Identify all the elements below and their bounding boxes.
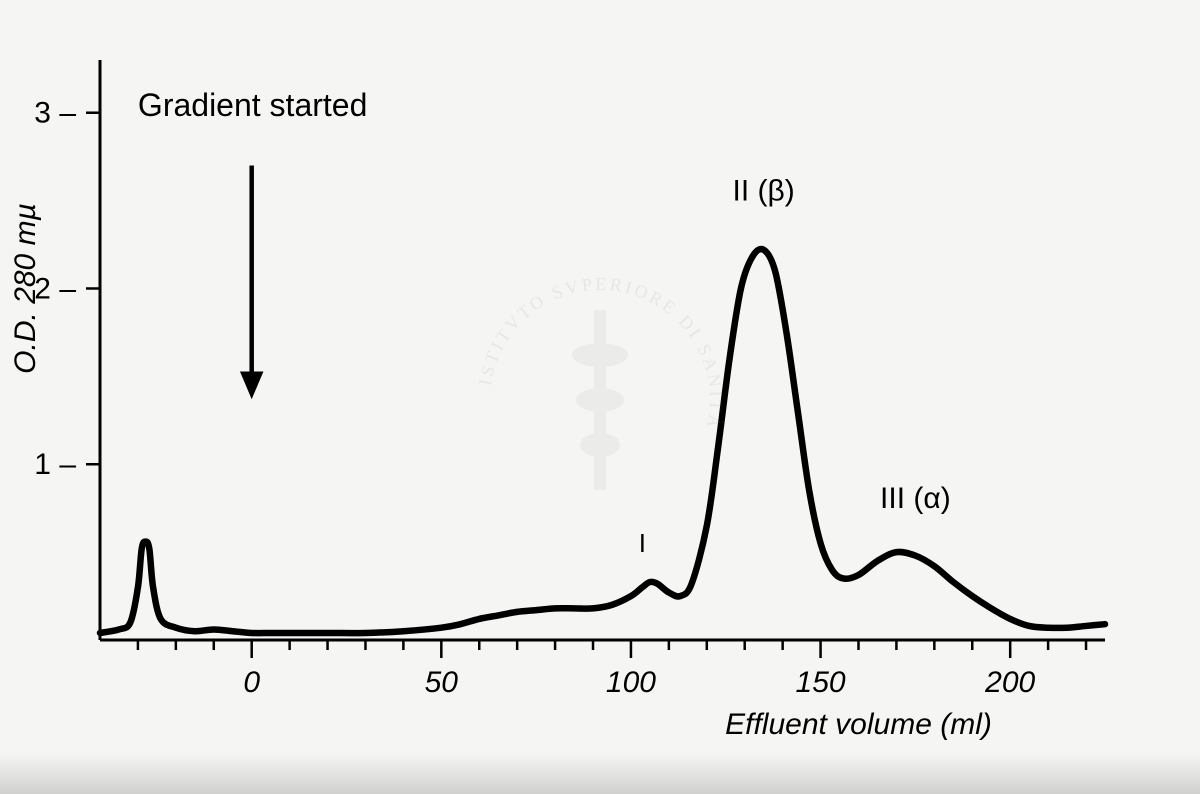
x-tick-label: 0 xyxy=(243,666,260,699)
chromatogram-chart: 1 –2 –3 –O.D. 280 mµ050100150200Effluent… xyxy=(0,0,1200,794)
y-axis-label: O.D. 280 mµ xyxy=(9,203,42,374)
x-tick-label: 50 xyxy=(425,666,459,699)
gradient-arrow-head xyxy=(241,372,263,398)
gradient-started-label: Gradient started xyxy=(138,87,367,123)
y-tick-label: 3 – xyxy=(34,97,76,130)
x-tick-label: 150 xyxy=(796,666,846,699)
y-tick-label: 1 – xyxy=(34,448,76,481)
x-tick-label: 100 xyxy=(606,666,656,699)
x-axis-label: Effluent volume (ml) xyxy=(725,708,992,741)
peak-label-1: I xyxy=(639,528,646,558)
peak-label-3: III (α) xyxy=(880,482,951,515)
photo-bottom-shadow xyxy=(0,754,1200,794)
x-tick-label: 200 xyxy=(984,666,1035,699)
peak-label-2: II (β) xyxy=(733,175,795,208)
